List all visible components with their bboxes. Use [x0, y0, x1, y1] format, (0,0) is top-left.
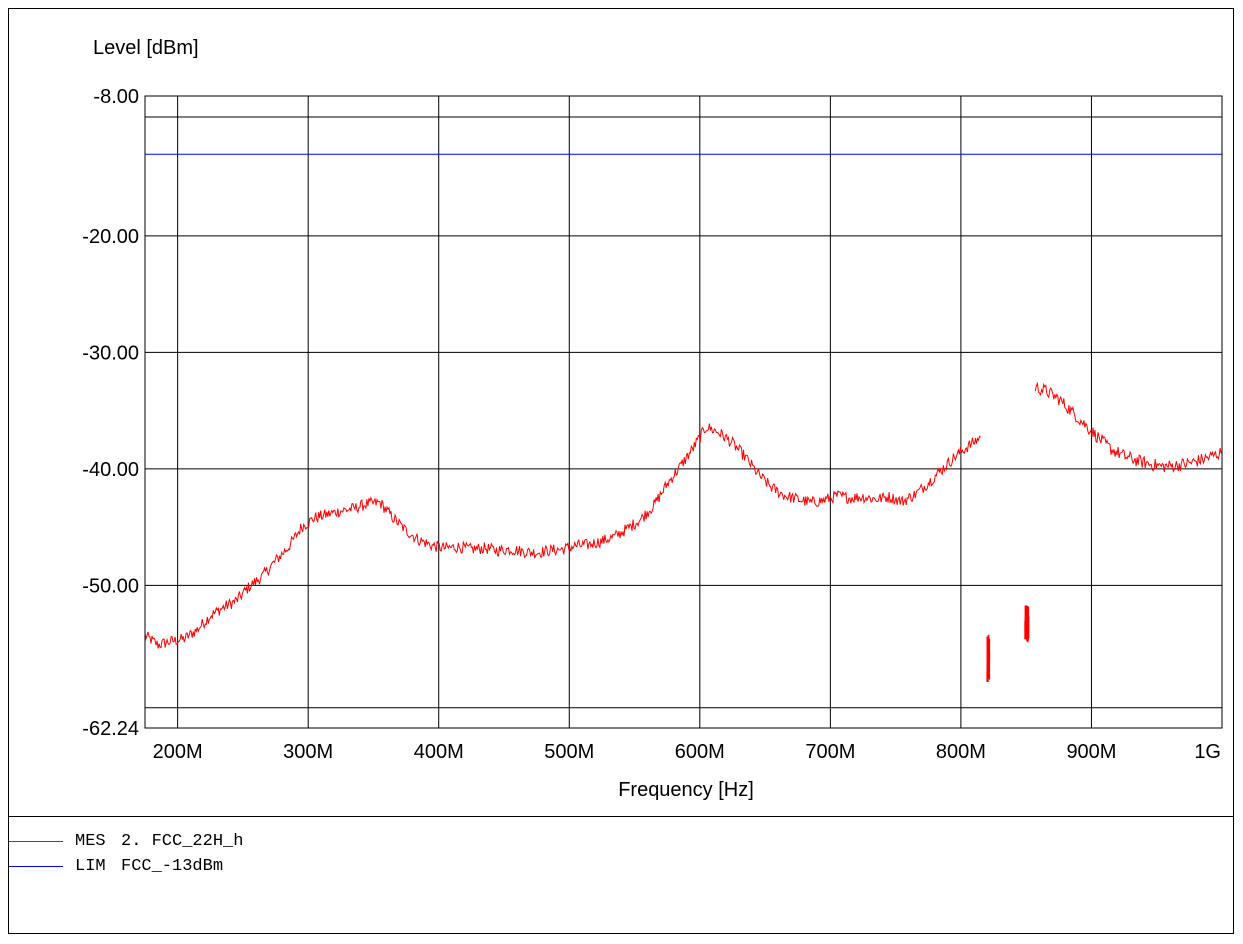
x-tick-label: 700M [805, 741, 855, 763]
legend-entry-mes: MES 2. FCC_22H_h [9, 832, 243, 851]
legend-name-mes: 2. FCC_22H_h [121, 832, 244, 851]
series-line-mes [1034, 381, 1223, 474]
x-tick-label: 1G [1194, 741, 1221, 763]
legend-swatch-mes [9, 841, 63, 842]
legend-abbr-lim: LIM [75, 857, 106, 876]
legend-entry-lim: LIM FCC_-13dBm [9, 857, 223, 876]
y-tick-label: -30.00 [82, 342, 139, 364]
y-axis-label: Level [dBm] [93, 37, 199, 59]
plot-area-border [144, 95, 1223, 729]
legend-name-lim: FCC_-13dBm [121, 857, 224, 876]
grid [145, 95, 1223, 729]
y-tick-label: -8.00 [93, 86, 139, 108]
y-tick-label: -62.24 [82, 718, 139, 740]
legend-abbr-mes: MES [75, 832, 106, 851]
x-tick-label: 900M [1066, 741, 1116, 763]
y-ticks: -8.00 -20.00 -30.00 -40.00 -50.00 -62.24 [82, 86, 139, 740]
chart-frame: Level [dBm] Frequency [Hz] -8.00 -20.00 -3… [8, 8, 1234, 934]
legend-swatch-lim [9, 866, 63, 867]
x-tick-label: 300M [283, 741, 333, 763]
legend-divider [9, 816, 1233, 817]
x-tick-label: 600M [675, 741, 725, 763]
x-axis-label: Frequency [Hz] [618, 779, 754, 801]
plot-svg: Level [dBm] Frequency [Hz] -8.00 -20.00 -3… [82, 37, 1223, 801]
x-ticks: 200M 300M 400M 500M 600M 700M 800M 900M 1G [153, 741, 1221, 763]
x-tick-label: 200M [153, 741, 203, 763]
y-tick-label: -40.00 [82, 459, 139, 481]
series-burst-mes [1024, 605, 1030, 643]
series-layer [144, 153, 1223, 682]
x-tick-label: 400M [414, 741, 464, 763]
y-tick-label: -20.00 [82, 226, 139, 248]
series-burst-mes [986, 634, 991, 682]
series-line-mes [144, 423, 981, 649]
x-tick-label: 800M [936, 741, 986, 763]
x-tick-label: 500M [544, 741, 594, 763]
y-tick-label: -50.00 [82, 575, 139, 597]
